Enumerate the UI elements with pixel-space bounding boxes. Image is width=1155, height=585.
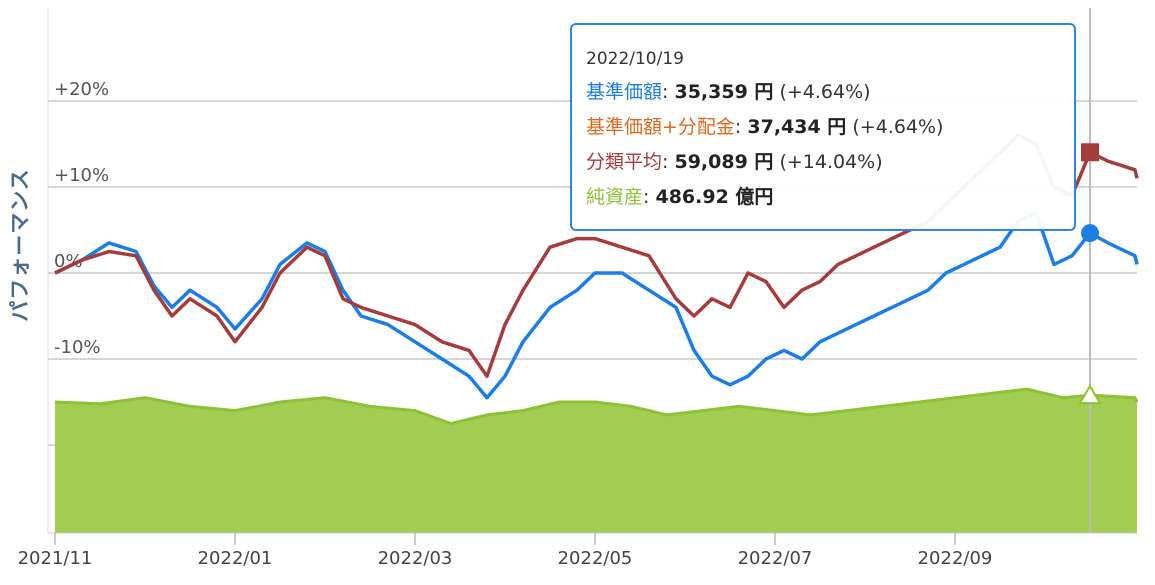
tooltip-date: 2022/10/19 <box>586 49 684 69</box>
x-tick-label: 2021/11 <box>18 548 93 569</box>
x-tick-label: 2022/09 <box>918 548 993 569</box>
y-tick-label: 0% <box>54 251 83 272</box>
y-tick-label: -10% <box>54 337 101 358</box>
tooltip-sep: : <box>734 116 748 138</box>
tooltip-label: 純資産 <box>586 186 644 208</box>
x-tick-label: 2022/01 <box>198 548 273 569</box>
tooltip-value: 35,359 円 <box>674 81 774 103</box>
tooltip-label: 基準価額 <box>586 81 663 103</box>
tooltip-sep: : <box>662 151 675 173</box>
y-tick-label: +10% <box>54 165 109 186</box>
tooltip-row-nav: 基準価額: 35,359 円 (+4.64%) <box>586 75 1060 110</box>
tooltip-row-category-average: 分類平均: 59,089 円 (+14.04%) <box>586 145 1060 180</box>
tooltip-change: (+4.64%) <box>846 116 944 138</box>
tooltip-row-nav-dividend: 基準価額+分配金: 37,434 円 (+4.64%) <box>586 110 1060 145</box>
tooltip-change: (+14.04%) <box>773 151 883 173</box>
chart-tooltip: 2022/10/19 基準価額: 35,359 円 (+4.64%) 基準価額+… <box>570 23 1076 231</box>
y-axis-title: パフォーマンス <box>8 168 32 322</box>
x-tick-label: 2022/03 <box>378 548 453 569</box>
tooltip-label: 分類平均 <box>586 151 663 173</box>
tooltip-sep: : <box>643 186 656 208</box>
tooltip-change: (+4.64%) <box>773 81 871 103</box>
x-tick-label: 2022/05 <box>558 548 633 569</box>
x-tick-label: 2022/07 <box>738 548 813 569</box>
tooltip-label: 基準価額+分配金 <box>586 116 735 138</box>
net-assets-line <box>54 387 1139 426</box>
net-assets-area <box>55 389 1137 533</box>
tooltip-value: 37,434 円 <box>747 116 847 138</box>
y-tick-label: +20% <box>54 79 109 100</box>
net-assets-marker <box>1078 384 1102 405</box>
tooltip-value: 59,089 円 <box>674 151 774 173</box>
tooltip-sep: : <box>662 81 675 103</box>
category-average-marker <box>1081 143 1099 162</box>
nav-line <box>54 211 1139 400</box>
nav-marker <box>1081 224 1099 243</box>
tooltip-value: 486.92 億円 <box>655 186 774 208</box>
tooltip-row-net-assets: 純資産: 486.92 億円 <box>586 180 1060 215</box>
